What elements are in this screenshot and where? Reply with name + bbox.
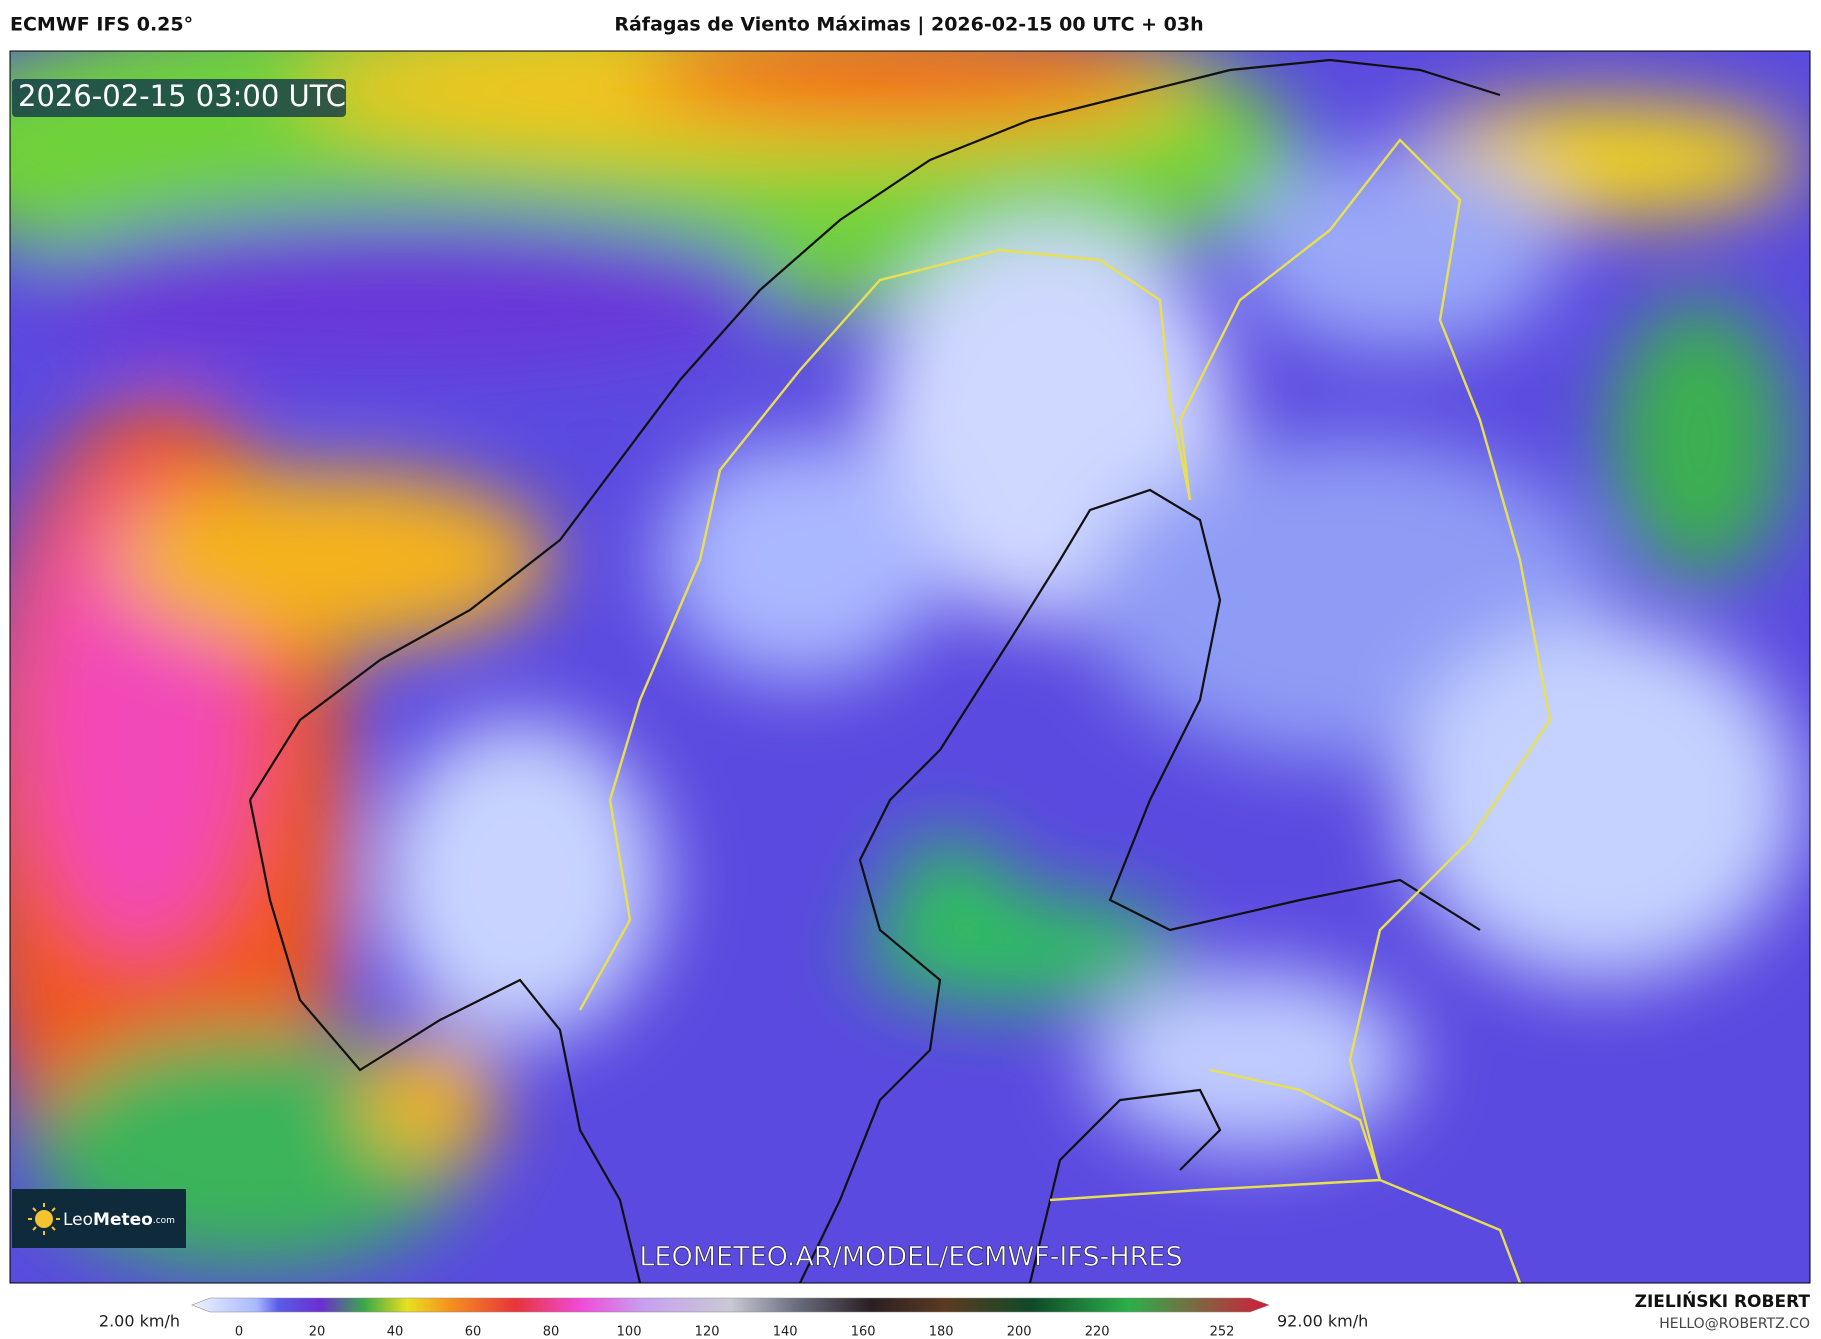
colorbar-tick-label: 200 bbox=[1007, 1325, 1032, 1339]
colorbar-min-label: 2.00 km/h bbox=[99, 1312, 180, 1331]
map-title: Ráfagas de Viento Máximas | 2026-02-15 0… bbox=[614, 14, 1203, 36]
logo-name-bold: Meteo bbox=[93, 1210, 153, 1230]
colorbar-tick-label: 40 bbox=[387, 1325, 404, 1339]
logo-name: Leo bbox=[63, 1210, 93, 1230]
author-name: ZIELIŃSKI ROBERT bbox=[1635, 1290, 1811, 1312]
colorbar-tick-label: 100 bbox=[617, 1325, 642, 1339]
colorbar-tick-label: 80 bbox=[543, 1325, 560, 1339]
colorbar-tick-label: 252 bbox=[1210, 1325, 1235, 1339]
colorbar-tick-label: 20 bbox=[309, 1325, 326, 1339]
timestamp-box bbox=[12, 79, 346, 117]
colorbar-ticks: 0 20 40 60 80 100 120 140 160 180 200 220 252 bbox=[235, 1325, 1235, 1339]
colorbar-tick-label: 140 bbox=[773, 1325, 798, 1339]
model-name: ECMWF IFS 0.25° bbox=[10, 14, 193, 36]
author-email: HELLO@ROBERTZ.CO bbox=[1659, 1316, 1810, 1332]
colorbar-tick-label: 160 bbox=[851, 1325, 876, 1339]
colorbar bbox=[191, 1297, 1270, 1313]
timestamp: 2026-02-15 03:00 UTC bbox=[18, 79, 346, 113]
colorbar-max-label: 92.00 km/h bbox=[1277, 1312, 1368, 1331]
map bbox=[10, 51, 1810, 1283]
colorbar-tick-label: 180 bbox=[929, 1325, 954, 1339]
colorbar-tick-label: 120 bbox=[695, 1325, 720, 1339]
colorbar-tick-label: 60 bbox=[465, 1325, 482, 1339]
logo-text: LeoMeteo.com bbox=[63, 1210, 175, 1230]
logo-suffix: .com bbox=[153, 1216, 175, 1226]
url: LEOMETEO.AR/MODEL/ECMWF-IFS-HRES bbox=[639, 1242, 1182, 1273]
logo-sun bbox=[35, 1210, 53, 1228]
colorbar-tick-label: 220 bbox=[1085, 1325, 1110, 1339]
colorbar-tick-label: 0 bbox=[235, 1325, 243, 1339]
